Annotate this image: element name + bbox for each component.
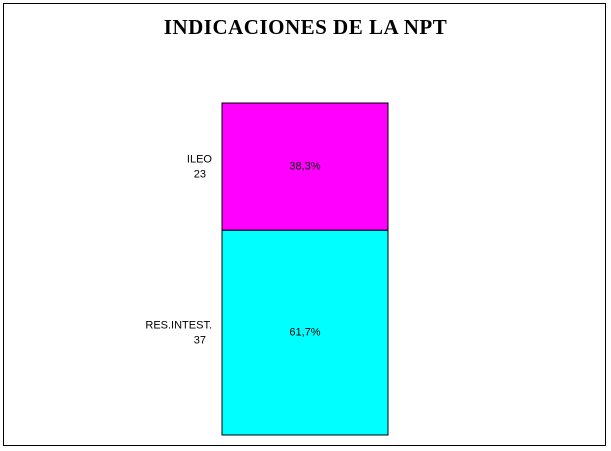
segment-count-res-intest: 37 bbox=[194, 335, 206, 347]
segment-name-ileo: ILEO bbox=[187, 154, 213, 166]
chart-title: INDICACIONES DE LA NPT bbox=[163, 15, 448, 39]
pct-label-res-intest: 61,7% bbox=[289, 327, 320, 339]
bar-segment-ileo bbox=[221, 102, 389, 231]
segment-count-ileo: 23 bbox=[194, 169, 206, 181]
pct-label-ileo: 38,3% bbox=[289, 161, 320, 173]
segment-name-res-intest: RES.INTEST. bbox=[145, 320, 212, 332]
